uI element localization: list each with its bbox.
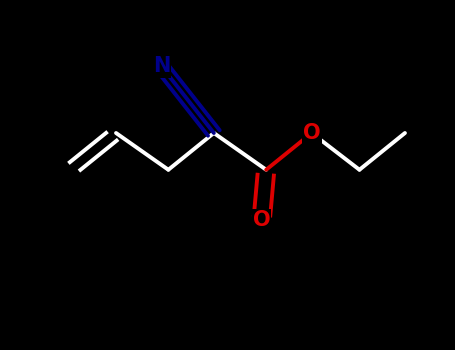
Text: O: O bbox=[303, 123, 320, 143]
Text: O: O bbox=[253, 210, 270, 231]
Text: N: N bbox=[153, 56, 170, 77]
